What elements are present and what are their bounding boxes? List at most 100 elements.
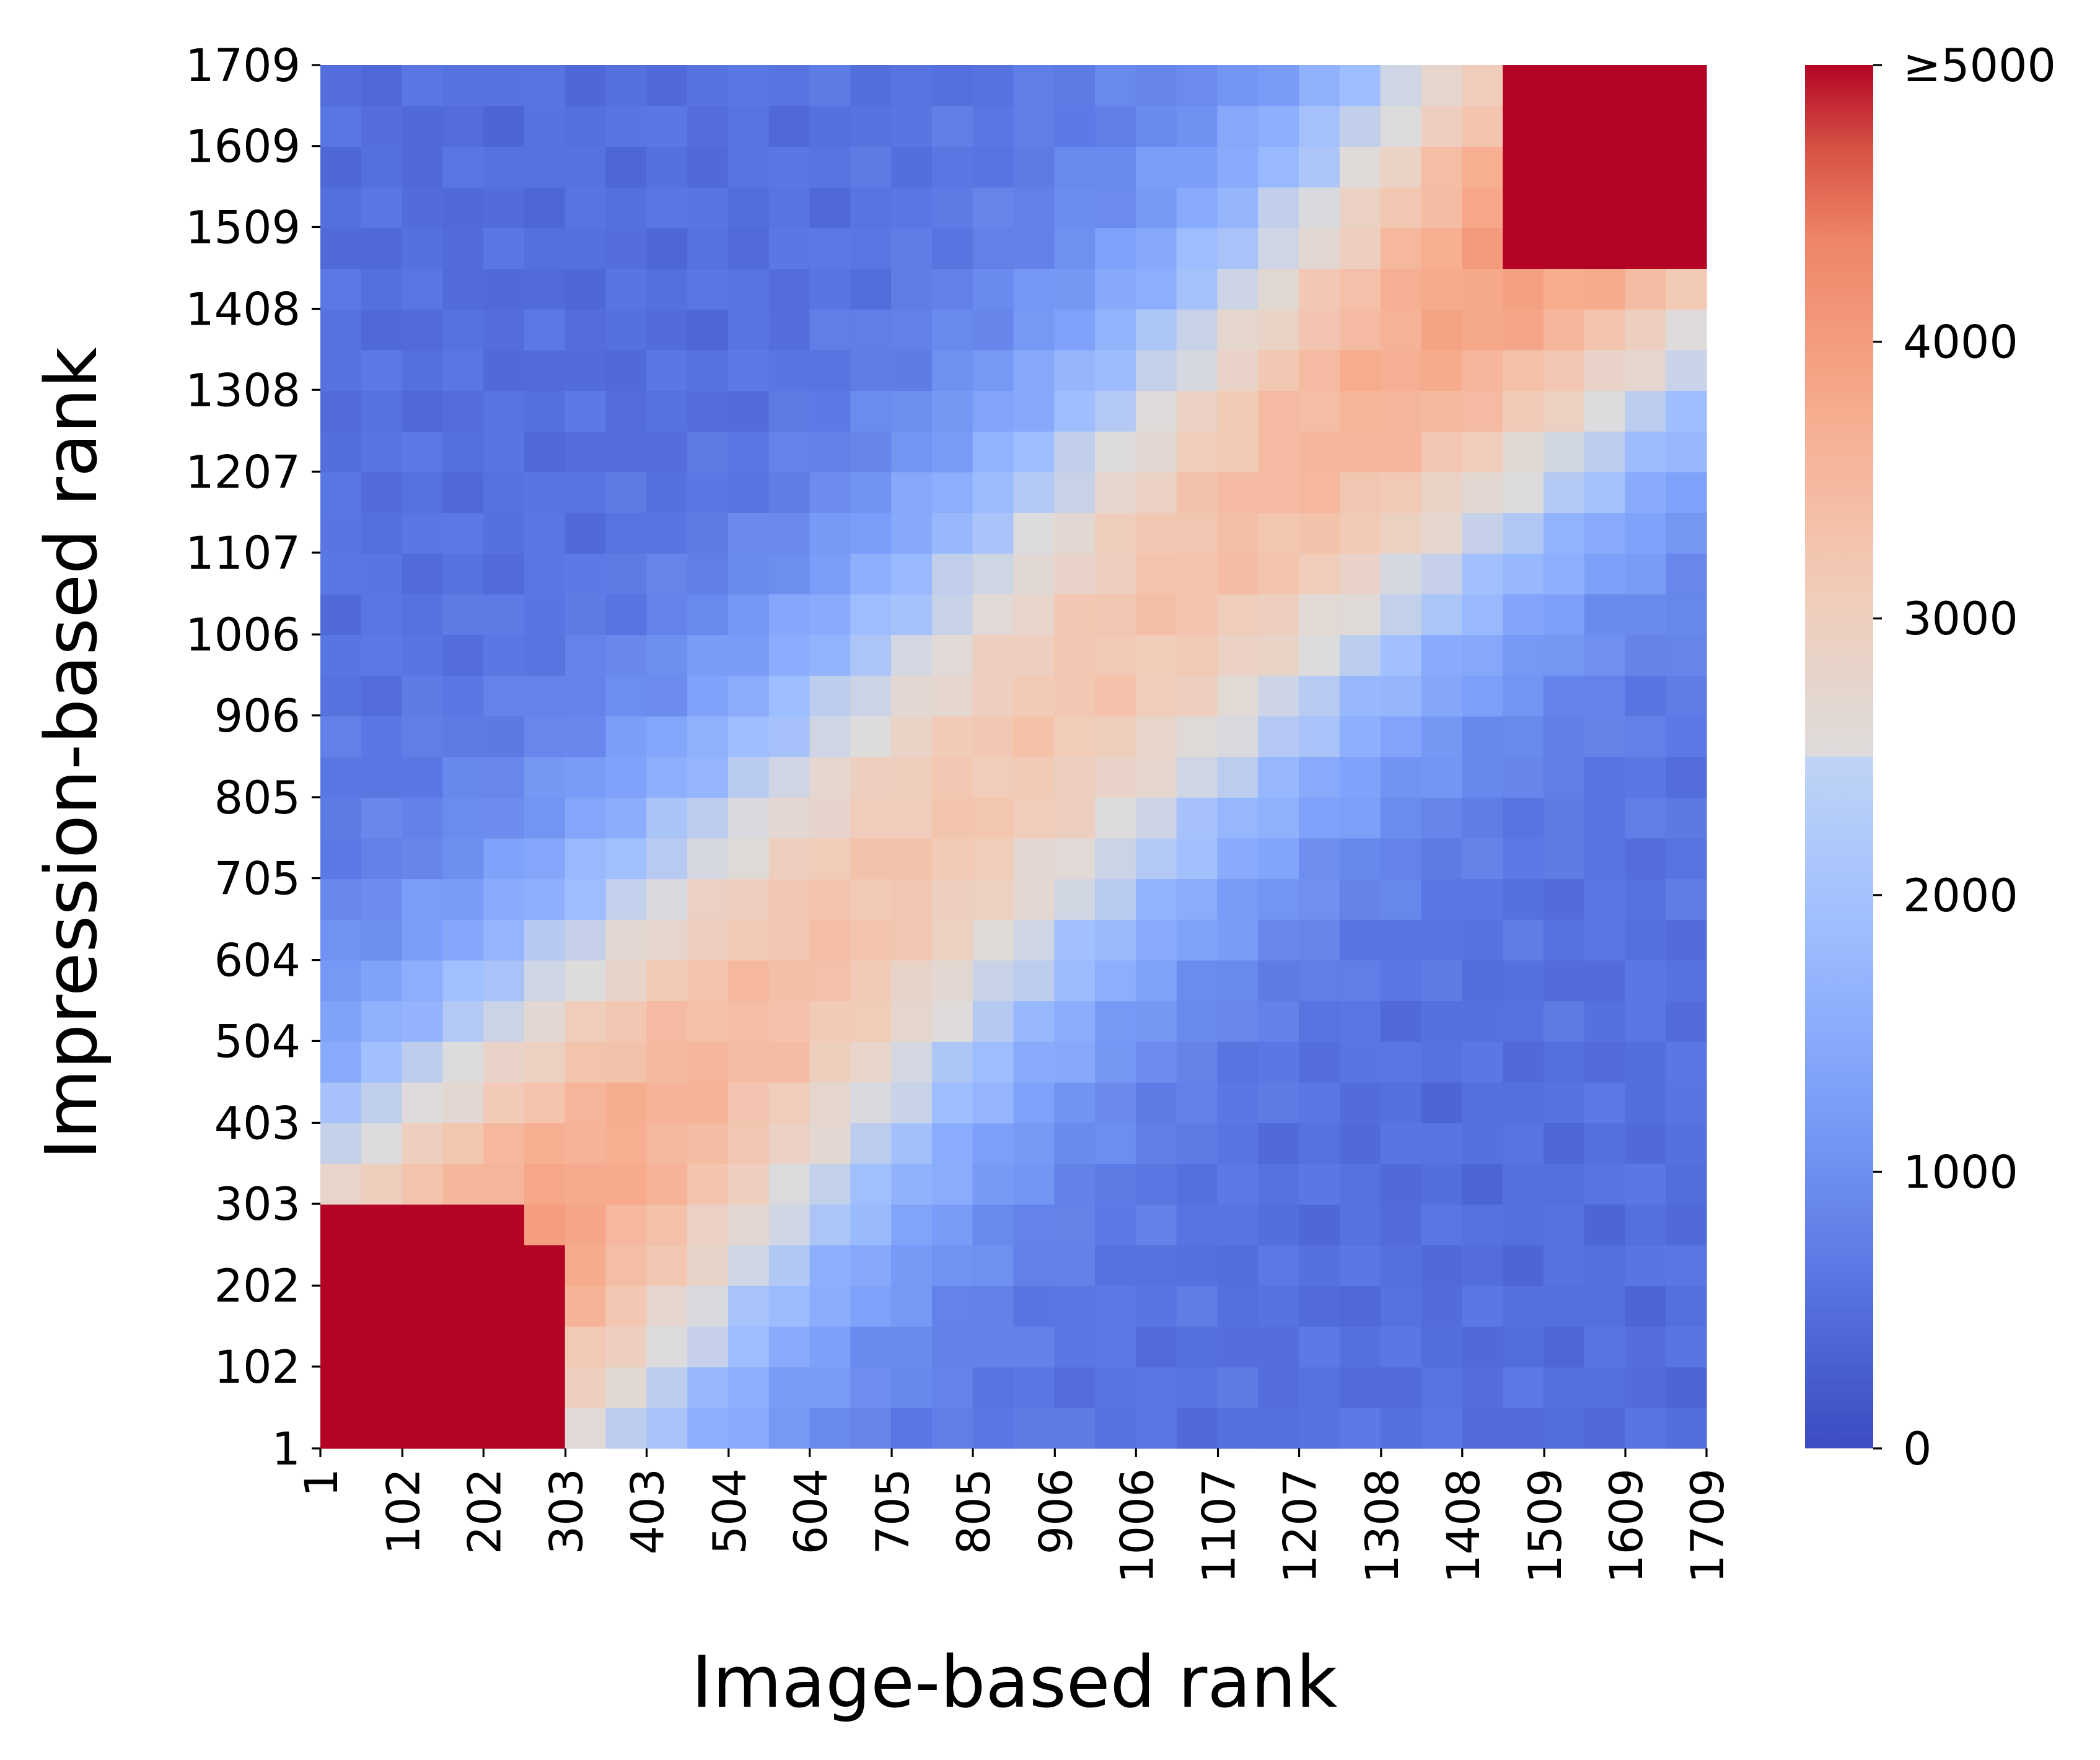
heatmap-cell [891,1041,933,1083]
y-tick-label: 303 [214,1178,301,1231]
heatmap-cell [1217,512,1259,554]
y-tick-label: 1509 [185,201,301,254]
heatmap-cell [809,349,851,392]
heatmap-cell [1217,390,1259,432]
heatmap-cell [1135,960,1177,1002]
heatmap-cell [1339,1367,1381,1408]
heatmap-cell [402,1408,443,1449]
heatmap-cell [1135,471,1177,514]
heatmap-cell [727,268,770,310]
heatmap-cell [1503,878,1544,920]
heatmap-cell [565,797,607,839]
heatmap-cell [442,268,484,310]
heatmap-cell [1054,634,1096,676]
heatmap-cell [524,1000,566,1042]
heatmap-cell [1339,593,1381,636]
heatmap-cell [1176,105,1218,147]
heatmap-cell [891,146,933,188]
heatmap-cell [1462,1000,1503,1042]
heatmap-cell [1339,878,1381,920]
heatmap-cell [320,1000,362,1042]
heatmap-cell [891,1408,933,1449]
heatmap-cell [972,1082,1014,1124]
heatmap-cell [1503,105,1544,147]
heatmap-cell [1339,960,1381,1002]
heatmap-cell [1421,268,1462,310]
heatmap-cell [320,390,362,432]
heatmap-cell [524,390,566,432]
heatmap-cell [442,187,484,229]
heatmap-cell [809,1123,851,1164]
heatmap-cell [1503,309,1544,351]
heatmap-cell [1625,268,1666,310]
heatmap-cell [1135,1326,1177,1368]
heatmap-cell [1543,1245,1585,1286]
heatmap-cell [565,838,607,880]
heatmap-cell [1625,187,1666,229]
heatmap-cell [1666,1245,1707,1286]
heatmap-cell [1380,268,1422,310]
heatmap-cell [565,431,607,473]
y-tick-label: 805 [214,772,301,825]
heatmap-cell [1258,1123,1299,1164]
heatmap-cell [1462,512,1503,554]
heatmap-cell [442,1285,484,1327]
heatmap-cell [1299,431,1340,473]
heatmap-cell [1421,1082,1462,1124]
heatmap-cell [1176,227,1218,269]
heatmap-cell [1299,716,1340,758]
heatmap-cell [1543,797,1585,839]
heatmap-cell [1339,1123,1381,1164]
heatmap-cell [972,105,1014,147]
heatmap-cell [1625,838,1666,880]
heatmap-cell [1217,1041,1259,1083]
heatmap-cell [1584,593,1626,636]
heatmap-cell [1666,960,1707,1002]
heatmap-cell [768,187,811,229]
heatmap-cell [1217,227,1259,269]
heatmap-cell [1258,471,1299,514]
heatmap-cell [687,431,729,473]
heatmap-cell [1339,268,1381,310]
heatmap-cell [1380,1367,1422,1408]
heatmap-cell [727,1041,770,1083]
x-tick-label: 102 [377,1468,430,1554]
heatmap-cell [1666,1367,1707,1408]
heatmap-cell [727,919,770,961]
heatmap-cell [850,1000,892,1042]
heatmap-cell [646,390,688,432]
heatmap-cell [361,960,403,1002]
heatmap-cell [1584,146,1626,188]
heatmap-cell [442,1082,484,1124]
heatmap-cell [1013,1123,1055,1164]
heatmap-cell [809,1326,851,1368]
heatmap-cell [1258,634,1299,676]
heatmap-cell [1666,1041,1707,1083]
heatmap-cell [1013,838,1055,880]
heatmap-cell [972,593,1014,636]
heatmap-cell [1462,838,1503,880]
heatmap-cell [809,1408,851,1449]
heatmap-cell [361,797,403,839]
heatmap-cell [320,1408,362,1449]
heatmap-cell [646,960,688,1002]
heatmap-cell [442,146,484,188]
heatmap-cell [1625,512,1666,554]
heatmap-cell [687,1326,729,1368]
heatmap-cell [1543,268,1585,310]
heatmap-cell [524,512,566,554]
heatmap-cell [727,1000,770,1042]
heatmap-cell [1380,1245,1422,1286]
heatmap-cell [1299,146,1340,188]
heatmap-cell [402,716,443,758]
heatmap-cell [1176,919,1218,961]
heatmap-cell [1258,878,1299,920]
heatmap-cell [1013,634,1055,676]
heatmap-cell [1095,349,1136,392]
heatmap-cell [727,1123,770,1164]
heatmap-cell [850,187,892,229]
heatmap-cell [320,1285,362,1327]
heatmap-cell [565,675,607,717]
y-tick-label: 403 [214,1097,301,1150]
heatmap-cell [1299,593,1340,636]
